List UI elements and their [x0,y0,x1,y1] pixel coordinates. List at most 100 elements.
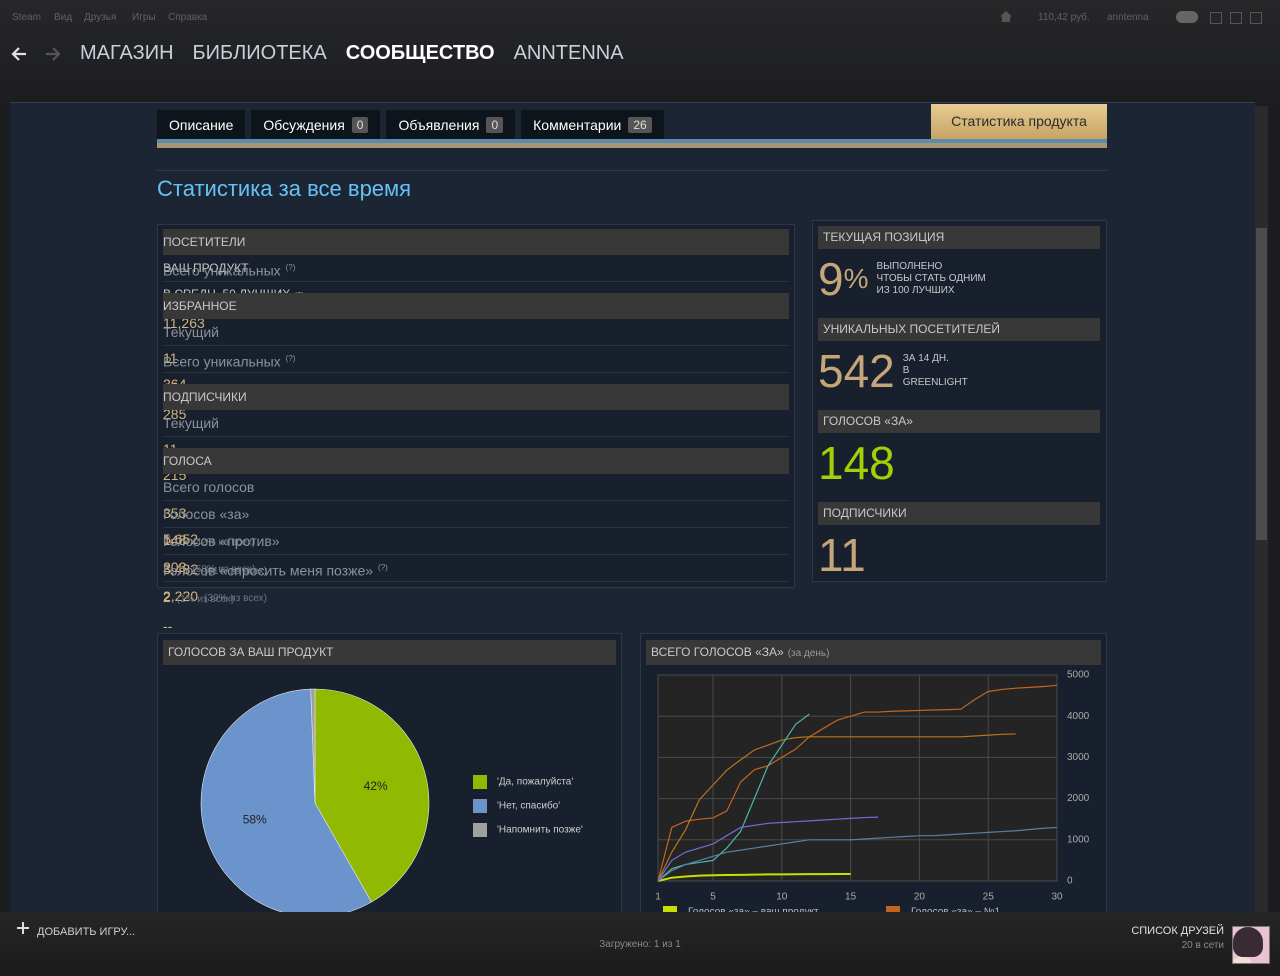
house-icon [1000,11,1012,22]
slice-label: 42% [364,779,388,793]
x-tick-label: 30 [1051,892,1063,903]
cell: 2 (1% из всех) [163,584,789,613]
legend-swatch [473,775,487,789]
cell-text: Голосов «спросить меня позже» [163,562,374,579]
friends[interactable]: СПИСОК ДРУЗЕЙ [1131,925,1224,937]
big-value: 542 [818,344,895,398]
nav-item[interactable]: МАГАЗИН [80,42,174,64]
tab[interactable]: Описание [157,110,246,139]
series-line [657,733,1016,882]
active-tab[interactable]: Статистика продукта [931,104,1107,139]
big-number: 542 [818,345,895,397]
table-row: Голосов «против» 203 (58% из всех) 2,220 (39… [163,528,789,604]
x-tick-label: 20 [914,892,926,903]
menu-item[interactable]: Игры [132,12,156,23]
cell: 353 [163,500,789,526]
legend-label: 'Нет, спасибо' [497,800,560,812]
tab[interactable]: Обсуждения 0 [251,110,381,139]
tab-bar-line [157,139,1107,143]
cell-text: Всего уникальных [163,262,281,279]
note-line: ЧТОБЫ СТАТЬ ОДНИМ [876,273,986,284]
cell-text: 3,432 [163,561,199,577]
tabs: Описание Обсуждения 0 Объявления 0 Комментари… [157,110,664,139]
panel-title: ВСЕГО ГОЛОСОВ «ЗА» (за день) [651,645,829,659]
menu-item[interactable]: Справка [168,12,208,23]
help: (?) [285,263,296,272]
user[interactable]: anntenna [1107,12,1149,23]
cell: -- [163,613,789,639]
controller-icon[interactable] [1176,11,1198,23]
big-value: 148 [818,436,895,490]
y-tick-label: 3000 [1067,752,1090,763]
summary-value: 542 ЗА 14 ДН. В GREENLIGHT [818,344,968,398]
cell-text: Всего голосов [163,479,255,495]
x-tick-label: 10 [776,892,788,903]
window-button[interactable] [1210,12,1222,24]
window-button[interactable] [1250,12,1262,24]
pie-slice [314,688,430,903]
y-tick-label: 5000 [1067,670,1090,681]
note: (39% из всех) [204,593,267,604]
avatar-face [1233,957,1251,963]
cell: 3,432 (61% из всех) [163,556,789,585]
table-row: Всего голосов 353 5,652 [163,474,789,547]
legend-label: 'Да, пожалуйста' [497,777,573,788]
scrollbar-thumb[interactable] [1256,228,1267,540]
cell: 5,652 [163,526,789,552]
cell-text: -- [163,617,173,634]
menu-item[interactable]: Вид [54,12,73,23]
legend-label: 'Напомнить позже' [497,825,583,836]
menu-item[interactable]: Steam [12,12,41,23]
loaded: Загружено: 1 из 1 [599,939,681,950]
nav-item[interactable]: БИБЛИОТЕКА [192,42,327,64]
cell: 203 (58% из всех) [163,554,789,583]
cell: Голосов «против» [163,528,789,554]
cell: 11 [163,345,789,371]
legend-swatch [886,906,900,916]
balance[interactable]: 110,42 руб. [1038,12,1090,23]
summary-header: УНИКАЛЬНЫХ ПОСЕТИТЕЛЕЙ [818,318,1100,341]
tab-label: Комментарии [533,116,622,133]
x-tick-label: 25 [983,892,995,903]
cell-text: Текущий [163,415,219,431]
avatar-hair [1233,927,1263,957]
nav-arrows[interactable] [10,44,62,64]
note-line: ВЫПОЛНЕНО [876,261,943,272]
note: (61% из всех) [204,566,267,577]
add-game[interactable]: ДОБАВИТЬ ИГРУ... [37,926,136,938]
cell-text: 5,652 [163,531,199,547]
add-icon[interactable] [17,922,29,934]
cell: 148 (42% из всех) [163,527,789,556]
pie-slice [310,688,316,804]
cell-text: Голосов «за» [163,506,250,522]
section-header: ИЗБРАННОЕ [163,293,789,319]
nav-item[interactable]: СООБЩЕСТВО [345,42,495,64]
tab[interactable]: Объявления 0 [386,110,516,139]
section-header: ГОЛОСА [163,448,789,474]
cell: Всего уникальных (?) [163,346,789,375]
section-title: ПОДПИСЧИКИ [163,390,247,404]
note: (58% из всех) [192,564,256,575]
summary-header: ГОЛОСОВ «ЗА» [818,410,1100,433]
note-line: GREENLIGHT [902,377,968,388]
cell: Текущий [163,319,789,345]
note: (1% из всех) [176,593,235,605]
summary-value: 11 [818,528,866,582]
cell-text: 148 [163,532,187,548]
window-button[interactable] [1230,12,1242,24]
cell-text: 11 [163,350,178,366]
nav-item[interactable]: ANNTENNA [513,42,624,64]
cell-text: 353 [163,505,187,521]
heading: Статистика за все время [157,176,412,201]
tab[interactable]: Комментарии 26 [521,110,664,139]
avatar[interactable] [1232,926,1270,964]
table-row: Голосов «за» 148 (42% из всех) 3,432 (61% из… [163,501,789,577]
nav: МАГАЗИН БИБЛИОТЕКА СООБЩЕСТВО ANNTENNA [80,42,624,65]
series-line [657,872,851,882]
x-tick-label: 1 [655,892,661,903]
menu-item[interactable]: Друзья [84,12,117,23]
tab-bar-line [157,143,1107,148]
note-line: ЗА 14 ДН. [902,353,949,364]
summary-header: ПОДПИСЧИКИ [818,502,1100,525]
legend-swatch [663,906,677,916]
